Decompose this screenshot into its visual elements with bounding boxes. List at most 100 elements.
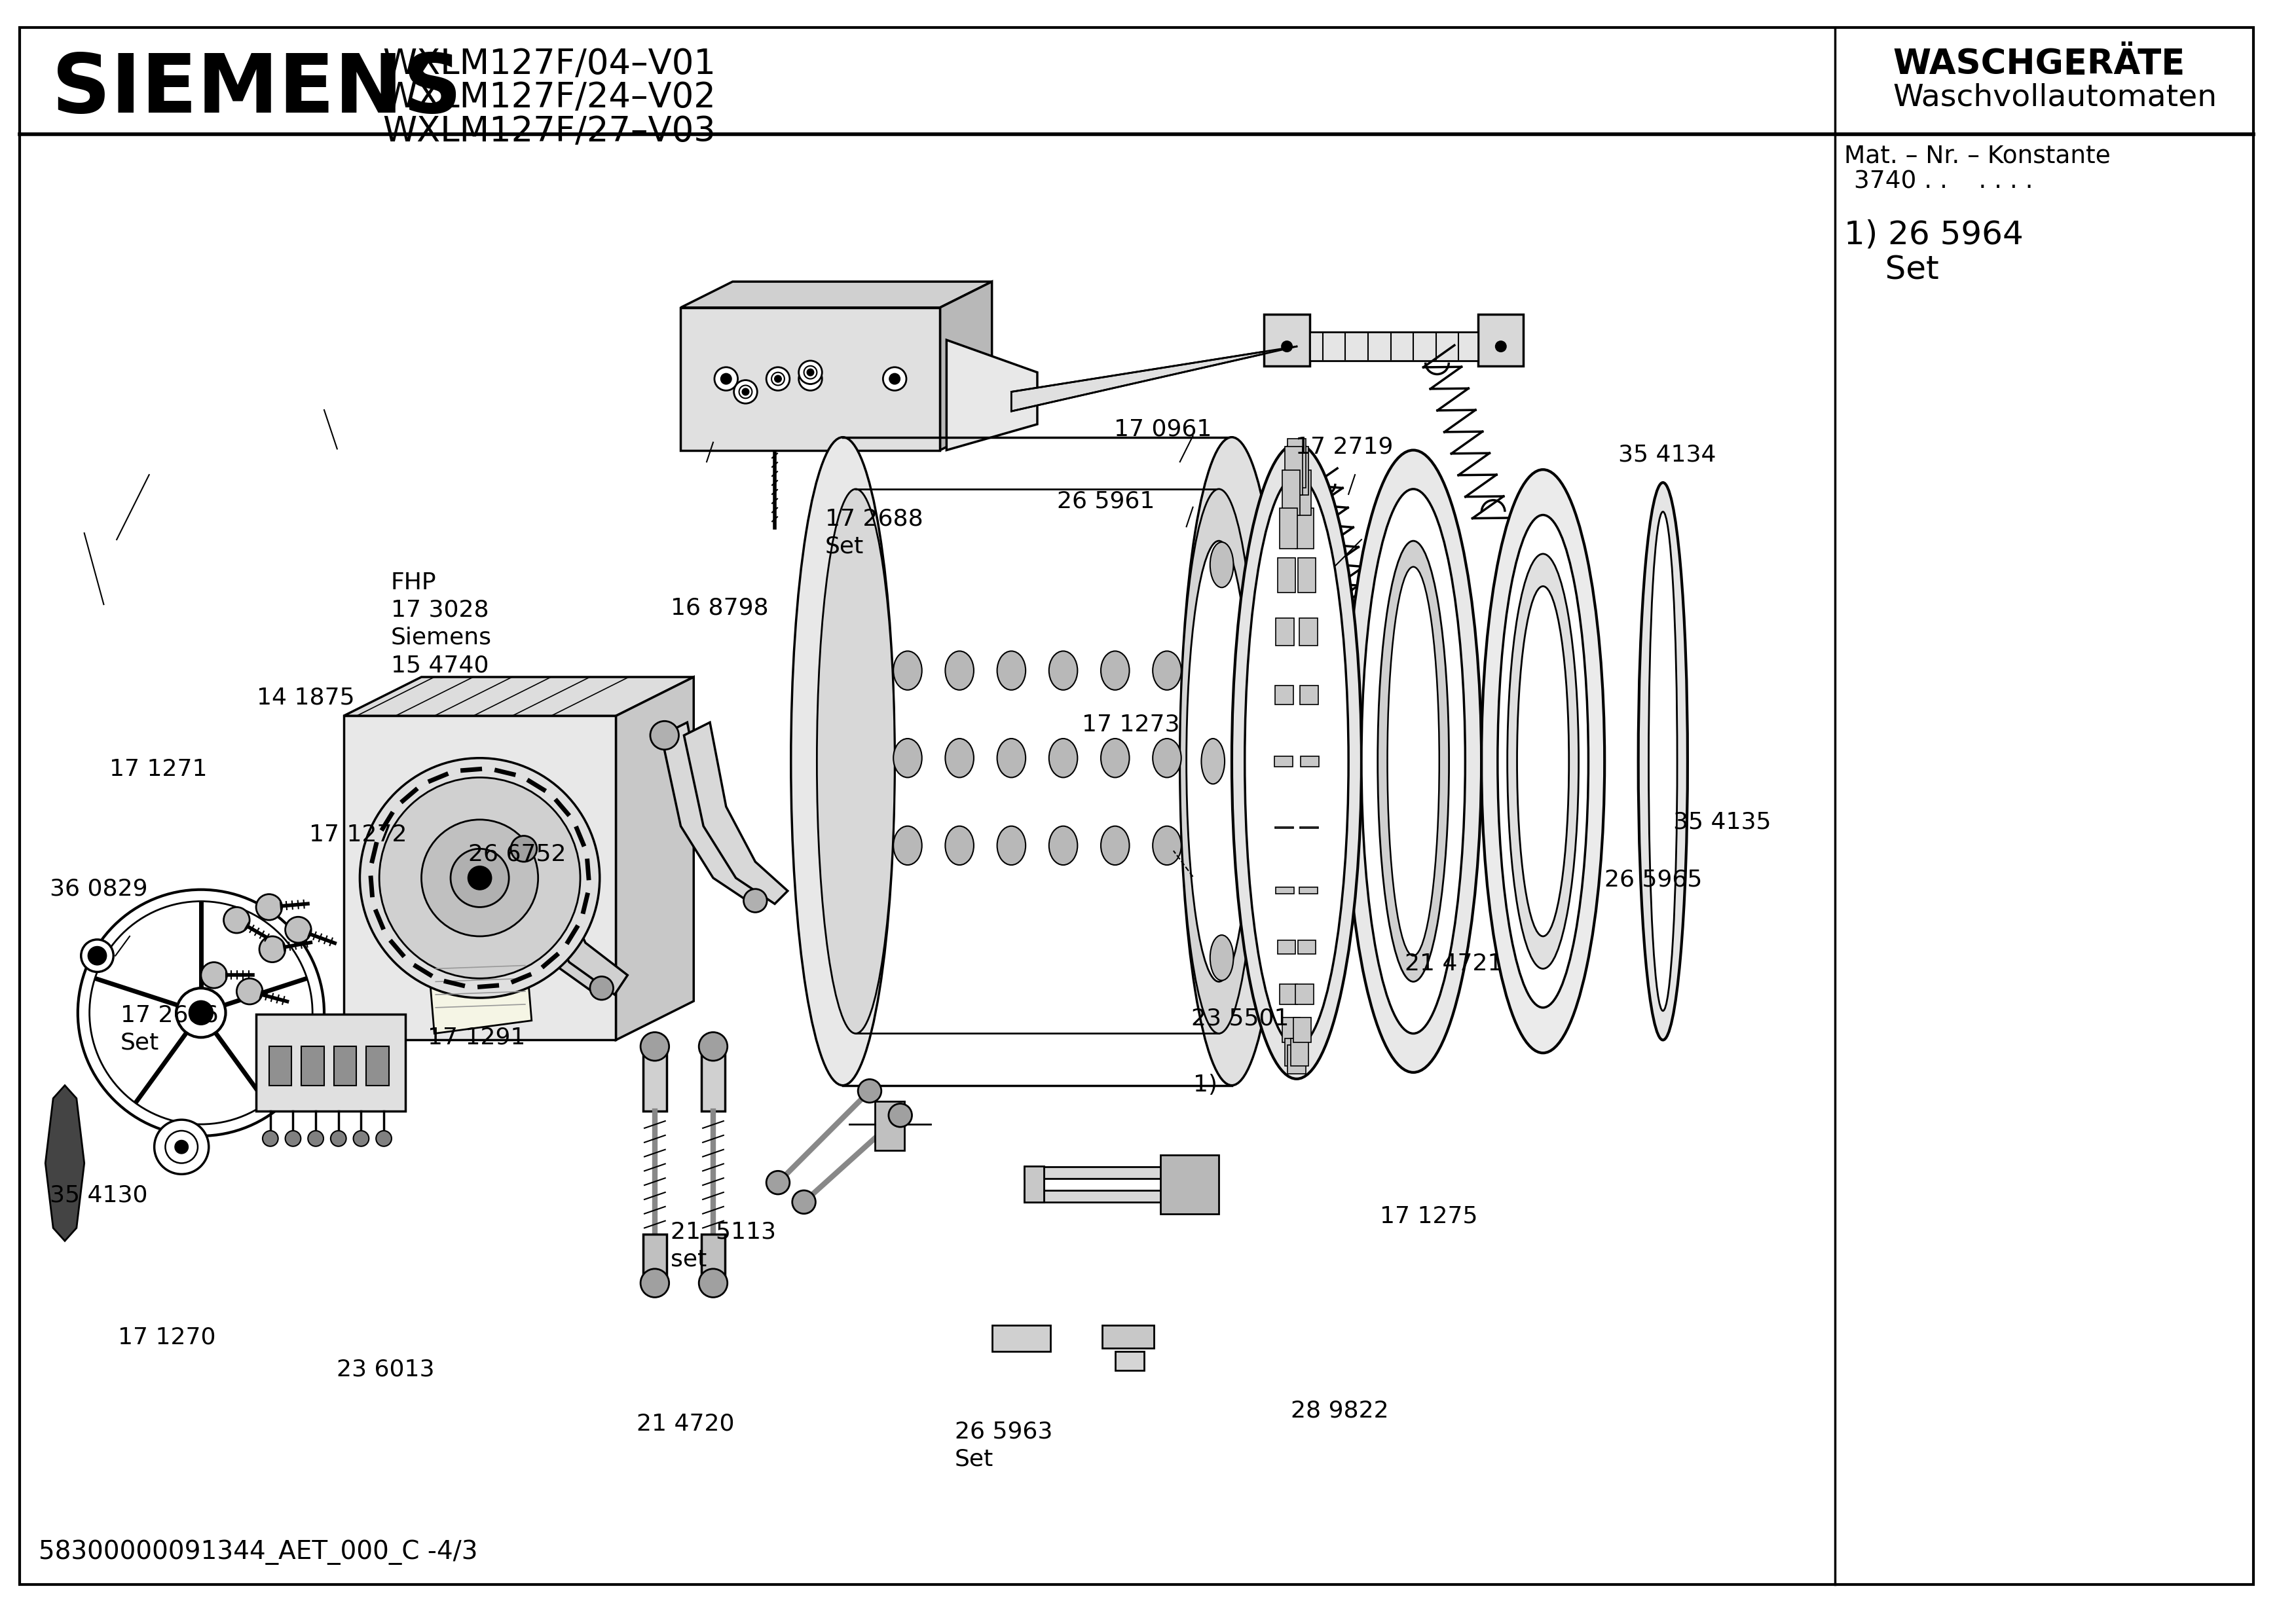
Text: WXLM127F/24–V02: WXLM127F/24–V02 bbox=[383, 81, 716, 114]
Bar bbox=[643, 1053, 666, 1111]
Text: 14 1875: 14 1875 bbox=[257, 687, 356, 709]
Polygon shape bbox=[1279, 508, 1297, 548]
Text: 3740 . .    . . . .: 3740 . . . . . . bbox=[1855, 171, 2034, 193]
Ellipse shape bbox=[236, 978, 262, 1004]
Ellipse shape bbox=[262, 1130, 278, 1146]
Text: 17 2686
Set: 17 2686 Set bbox=[119, 1004, 218, 1054]
Bar bbox=[1024, 1167, 1194, 1178]
Polygon shape bbox=[1300, 756, 1318, 766]
Ellipse shape bbox=[1049, 825, 1077, 866]
Ellipse shape bbox=[767, 1170, 790, 1194]
Bar bbox=[333, 1046, 356, 1085]
Bar bbox=[1102, 1325, 1155, 1348]
Polygon shape bbox=[1295, 508, 1313, 548]
Ellipse shape bbox=[257, 895, 282, 920]
Polygon shape bbox=[1277, 940, 1295, 954]
Polygon shape bbox=[537, 843, 627, 995]
Ellipse shape bbox=[1387, 567, 1440, 956]
Text: 16 8798: 16 8798 bbox=[670, 596, 769, 619]
Ellipse shape bbox=[1100, 738, 1130, 777]
Ellipse shape bbox=[1508, 555, 1580, 969]
Ellipse shape bbox=[1210, 542, 1233, 587]
Ellipse shape bbox=[308, 1130, 324, 1146]
Polygon shape bbox=[615, 677, 693, 1040]
Ellipse shape bbox=[790, 437, 895, 1085]
Ellipse shape bbox=[641, 1032, 668, 1061]
Ellipse shape bbox=[698, 1269, 728, 1298]
Polygon shape bbox=[1277, 887, 1295, 895]
Ellipse shape bbox=[1180, 437, 1283, 1085]
Ellipse shape bbox=[354, 1130, 370, 1146]
Bar bbox=[875, 1101, 905, 1151]
Ellipse shape bbox=[1345, 450, 1481, 1072]
Ellipse shape bbox=[285, 917, 312, 943]
Ellipse shape bbox=[792, 1190, 815, 1214]
Polygon shape bbox=[427, 943, 533, 1033]
Ellipse shape bbox=[650, 721, 680, 750]
Text: 1) 26 5964: 1) 26 5964 bbox=[1844, 219, 2023, 250]
Text: 21  5113
set: 21 5113 set bbox=[670, 1220, 776, 1270]
Text: 26 5961: 26 5961 bbox=[1056, 490, 1155, 513]
Ellipse shape bbox=[1210, 935, 1233, 980]
Text: 17 1291: 17 1291 bbox=[427, 1027, 526, 1048]
Text: SIEMENS: SIEMENS bbox=[53, 50, 461, 129]
Text: 26 5965: 26 5965 bbox=[1605, 869, 1704, 890]
Text: 36 0829: 36 0829 bbox=[51, 879, 147, 899]
Text: Waschvollautomaten: Waschvollautomaten bbox=[1894, 82, 2218, 113]
Bar bbox=[1309, 332, 1479, 361]
Polygon shape bbox=[1288, 438, 1306, 488]
Ellipse shape bbox=[889, 1104, 912, 1127]
Ellipse shape bbox=[889, 374, 900, 384]
Bar bbox=[301, 1046, 324, 1085]
Ellipse shape bbox=[774, 376, 781, 382]
Ellipse shape bbox=[154, 1120, 209, 1174]
Ellipse shape bbox=[771, 372, 785, 385]
Text: 58300000091344_AET_000_C -4/3: 58300000091344_AET_000_C -4/3 bbox=[39, 1539, 478, 1565]
Text: 26 5963
Set: 26 5963 Set bbox=[955, 1420, 1052, 1470]
Ellipse shape bbox=[80, 940, 113, 972]
Polygon shape bbox=[1290, 1038, 1309, 1066]
Ellipse shape bbox=[735, 380, 758, 403]
Polygon shape bbox=[1293, 1017, 1311, 1043]
Ellipse shape bbox=[1049, 738, 1077, 777]
Ellipse shape bbox=[512, 835, 537, 862]
Ellipse shape bbox=[739, 385, 753, 398]
Ellipse shape bbox=[893, 738, 923, 777]
Ellipse shape bbox=[188, 1001, 214, 1025]
Ellipse shape bbox=[1153, 651, 1180, 690]
Ellipse shape bbox=[165, 1130, 197, 1164]
Text: 17 2719: 17 2719 bbox=[1295, 435, 1394, 458]
Polygon shape bbox=[1288, 1045, 1306, 1074]
Ellipse shape bbox=[422, 819, 537, 937]
Text: 23 6013: 23 6013 bbox=[338, 1359, 434, 1380]
Text: WXLM127F/27–V03: WXLM127F/27–V03 bbox=[383, 114, 716, 148]
Ellipse shape bbox=[285, 1130, 301, 1146]
Polygon shape bbox=[344, 677, 693, 716]
Polygon shape bbox=[1290, 447, 1309, 495]
Ellipse shape bbox=[1495, 342, 1506, 351]
Text: 21 4720: 21 4720 bbox=[636, 1412, 735, 1435]
Text: 35 4134: 35 4134 bbox=[1619, 443, 1717, 466]
Polygon shape bbox=[684, 722, 788, 904]
Ellipse shape bbox=[1049, 651, 1077, 690]
Ellipse shape bbox=[177, 988, 225, 1038]
Bar bbox=[1024, 1167, 1045, 1203]
Ellipse shape bbox=[996, 825, 1026, 866]
Polygon shape bbox=[1286, 1038, 1302, 1066]
Ellipse shape bbox=[1281, 342, 1293, 351]
Text: 17 1272: 17 1272 bbox=[310, 824, 406, 846]
Bar bbox=[643, 1235, 666, 1280]
Text: FHP
17 3028
Siemens
15 4740: FHP 17 3028 Siemens 15 4740 bbox=[390, 571, 491, 677]
Ellipse shape bbox=[360, 758, 599, 998]
Bar bbox=[269, 1046, 292, 1085]
Ellipse shape bbox=[1518, 587, 1568, 937]
Ellipse shape bbox=[946, 651, 974, 690]
Polygon shape bbox=[1274, 756, 1293, 766]
Ellipse shape bbox=[714, 368, 737, 390]
Polygon shape bbox=[680, 282, 992, 308]
Polygon shape bbox=[46, 1085, 85, 1241]
Polygon shape bbox=[1286, 447, 1302, 495]
Text: 21 4721: 21 4721 bbox=[1405, 953, 1502, 975]
Bar bbox=[680, 308, 939, 450]
Polygon shape bbox=[1281, 471, 1300, 516]
